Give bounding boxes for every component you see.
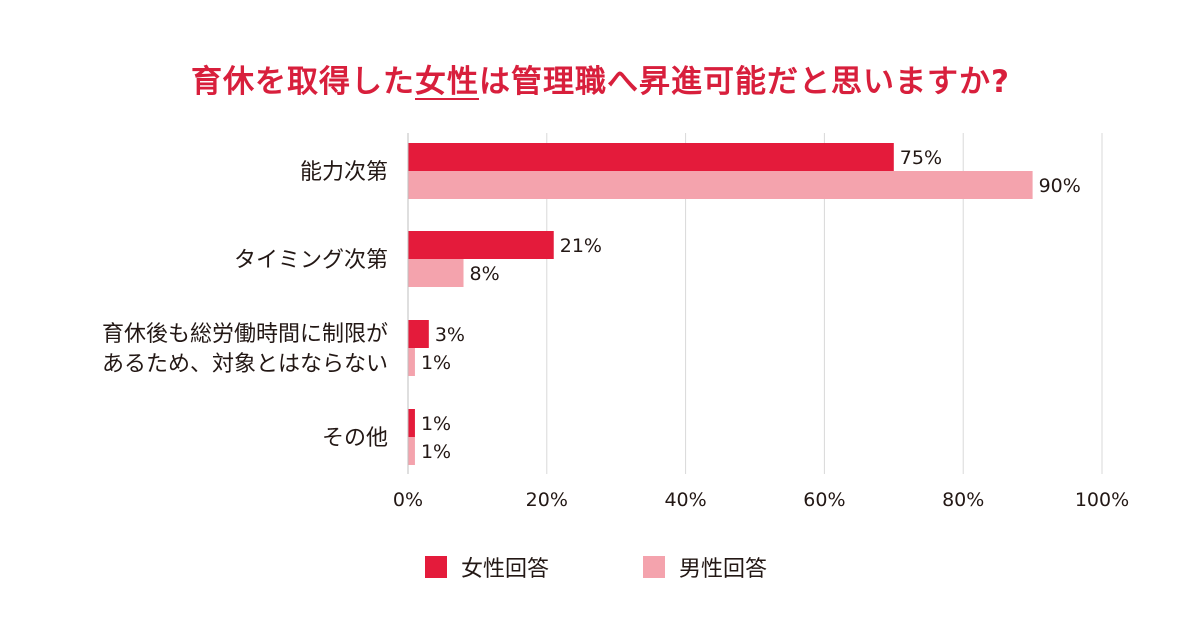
legend-label-female: 女性回答 <box>461 557 550 582</box>
category-label: 育休後も総労働時間に制限が <box>102 322 388 347</box>
x-tick-label: 100% <box>1075 489 1129 511</box>
data-label: 90% <box>1039 175 1081 197</box>
title-part-before: 育休を取得した <box>191 64 415 100</box>
legend-swatch-female <box>425 556 447 578</box>
legend-label-male: 男性回答 <box>679 557 768 582</box>
data-label: 8% <box>470 263 500 285</box>
legend-item-female: 女性回答 <box>425 551 549 583</box>
x-tick-label: 80% <box>942 489 984 511</box>
bar-male <box>408 171 1033 199</box>
category-label: その他 <box>322 426 388 451</box>
data-label: 75% <box>900 147 942 169</box>
legend-swatch-male <box>643 556 665 578</box>
bar-female <box>408 231 554 259</box>
data-label: 3% <box>435 324 465 346</box>
bar-female <box>408 143 894 171</box>
category-label: タイミング次第 <box>234 248 388 273</box>
bar-male <box>408 437 415 465</box>
x-tick-label: 20% <box>526 489 568 511</box>
bar-female <box>408 409 415 437</box>
title-part-after: は管理職へ昇進可能だと思いますか? <box>479 64 1010 100</box>
title-part-underlined: 女性 <box>415 64 479 100</box>
chart-title: 育休を取得した女性は管理職へ昇進可能だと思いますか? <box>0 56 1201 101</box>
data-label: 21% <box>560 235 602 257</box>
bar-male <box>408 259 464 287</box>
data-label: 1% <box>421 413 451 435</box>
x-tick-label: 60% <box>803 489 845 511</box>
bar-female <box>408 320 429 348</box>
category-label: あるため、対象とはならない <box>102 352 388 377</box>
legend-item-male: 男性回答 <box>643 551 767 583</box>
category-label: 能力次第 <box>300 160 388 185</box>
x-tick-label: 0% <box>393 489 423 511</box>
legend: 女性回答 男性回答 <box>0 551 1201 582</box>
data-label: 1% <box>421 352 451 374</box>
x-tick-label: 40% <box>664 489 706 511</box>
data-label: 1% <box>421 441 451 463</box>
bar-male <box>408 348 415 376</box>
